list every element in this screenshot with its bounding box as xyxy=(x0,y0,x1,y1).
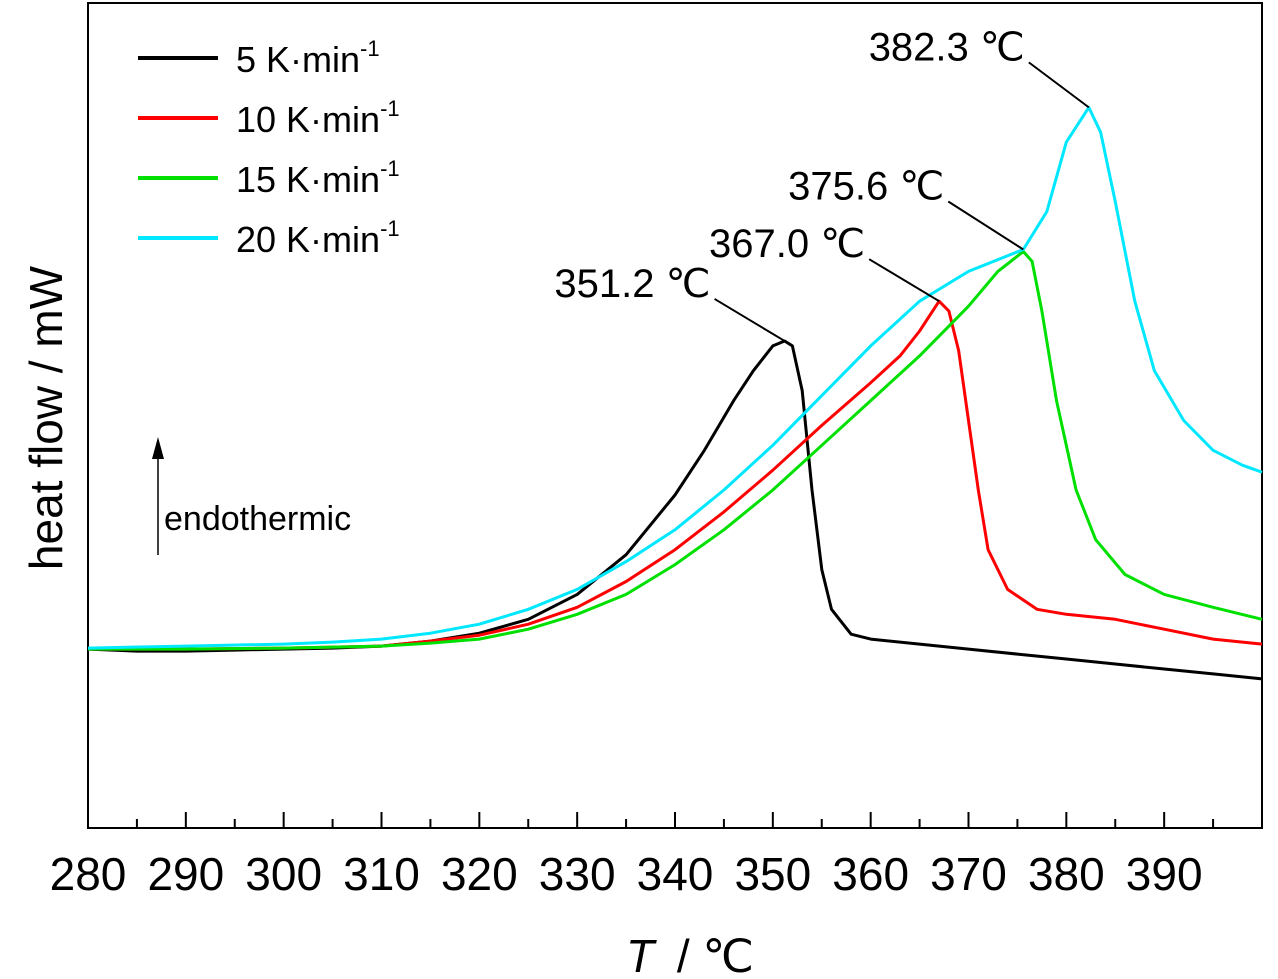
x-tick-label: 370 xyxy=(930,848,1007,900)
y-axis-title: heat flow / mW xyxy=(20,265,72,570)
annotation-leader-2 xyxy=(868,258,940,303)
series-lines xyxy=(87,105,1263,681)
legend-label-superscript: -1 xyxy=(380,216,400,241)
x-tick-label: 290 xyxy=(147,848,224,900)
x-tick-label: 330 xyxy=(539,848,616,900)
x-tick-label: 320 xyxy=(441,848,518,900)
legend-label-superscript: -1 xyxy=(360,36,380,61)
legend-label-superscript: -1 xyxy=(380,156,400,181)
x-axis-symbol: T xyxy=(626,930,657,979)
x-axis-ticks xyxy=(87,812,1263,828)
endothermic-indicator: endothermic xyxy=(152,437,351,555)
legend-label-4: 20 K·min-1 xyxy=(236,216,400,260)
x-axis-tick-labels: 280 290 300 310 320 330 340 350 360 370 380 390 xyxy=(50,848,1203,900)
x-tick-label: 310 xyxy=(343,848,420,900)
legend-label-text: 20 K·min xyxy=(236,219,380,260)
peak-label-2: 367.0 ℃ xyxy=(709,222,865,266)
x-tick-label: 280 xyxy=(50,848,127,900)
legend-label-2: 10 K·min-1 xyxy=(236,96,400,140)
peak-label-4: 382.3 ℃ xyxy=(869,25,1025,69)
x-tick-label: 360 xyxy=(832,848,909,900)
x-axis-unit: / ℃ xyxy=(677,930,754,979)
legend-label-superscript: -1 xyxy=(380,96,400,121)
legend-label-3: 15 K·min-1 xyxy=(236,156,400,200)
peak-label-1: 351.2 ℃ xyxy=(554,262,710,306)
peak-label-3: 375.6 ℃ xyxy=(788,165,944,209)
x-tick-label: 340 xyxy=(637,848,714,900)
x-tick-label: 300 xyxy=(245,848,322,900)
series-line-4 xyxy=(87,105,1263,650)
annotation-leader-3 xyxy=(947,200,1024,251)
endothermic-label: endothermic xyxy=(164,500,351,538)
legend-label-1: 5 K·min-1 xyxy=(236,36,380,80)
legend-label-text: 10 K·min xyxy=(236,99,380,140)
x-axis-title: T / ℃ xyxy=(626,930,754,979)
legend-label-text: 5 K·min xyxy=(236,39,360,80)
annotation-leader-1 xyxy=(714,298,786,342)
x-tick-label: 350 xyxy=(734,848,811,900)
series-line-2 xyxy=(88,299,1263,651)
annotation-leader-4 xyxy=(1028,61,1090,109)
x-tick-label: 390 xyxy=(1126,848,1203,900)
up-arrow-icon xyxy=(152,437,164,459)
legend-label-text: 15 K·min xyxy=(236,159,380,200)
series-line-3 xyxy=(88,250,1263,651)
legend: 5 K·min-110 K·min-115 K·min-120 K·min-1 xyxy=(138,36,400,260)
x-tick-label: 380 xyxy=(1028,848,1105,900)
